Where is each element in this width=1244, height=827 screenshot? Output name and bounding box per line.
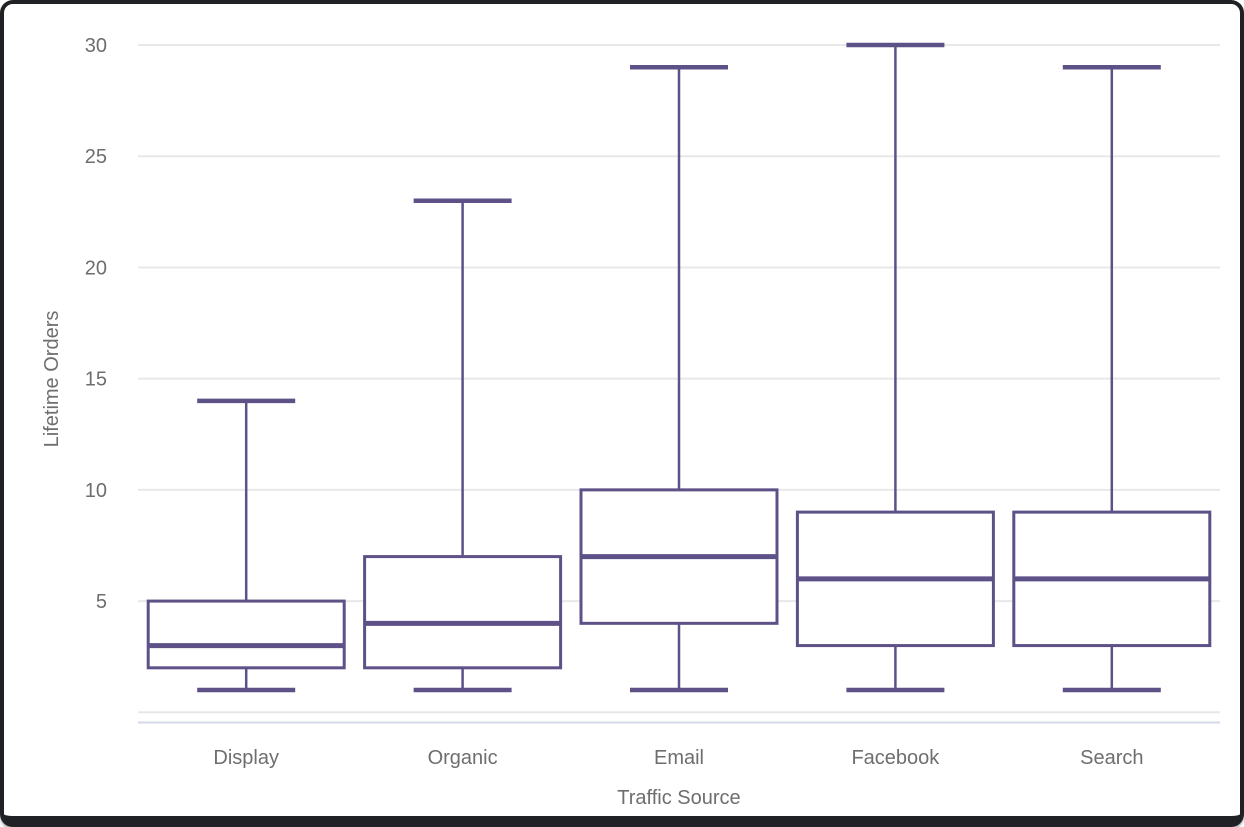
x-tick-label-facebook: Facebook	[851, 747, 940, 769]
y-tick-label: 30	[85, 35, 107, 57]
boxplot-organic[interactable]	[363, 198, 563, 693]
x-axis-title: Traffic Source	[617, 787, 740, 809]
iqr-box	[146, 599, 346, 670]
boxplot-search[interactable]	[1012, 65, 1212, 693]
y-tick-label: 10	[85, 480, 107, 502]
y-tick-label: 25	[85, 146, 107, 168]
x-tick-label-organic: Organic	[428, 747, 498, 769]
boxplot-display[interactable]	[146, 398, 346, 693]
plot-area: 5 10 15 20 25 30 Display Organic Email Facebook Se…	[85, 35, 1220, 769]
x-tick-label-display: Display	[213, 747, 279, 769]
y-tick-label: 20	[85, 257, 107, 279]
x-tick-label-search: Search	[1080, 747, 1143, 769]
y-tick-label: 15	[85, 369, 107, 391]
y-axis-title: Lifetime Orders	[41, 311, 63, 448]
boxplot-facebook[interactable]	[795, 42, 995, 693]
x-tick-label-email: Email	[654, 747, 704, 769]
iqr-box	[363, 555, 563, 670]
boxplot-email[interactable]	[579, 65, 779, 693]
y-tick-label: 5	[96, 591, 107, 613]
